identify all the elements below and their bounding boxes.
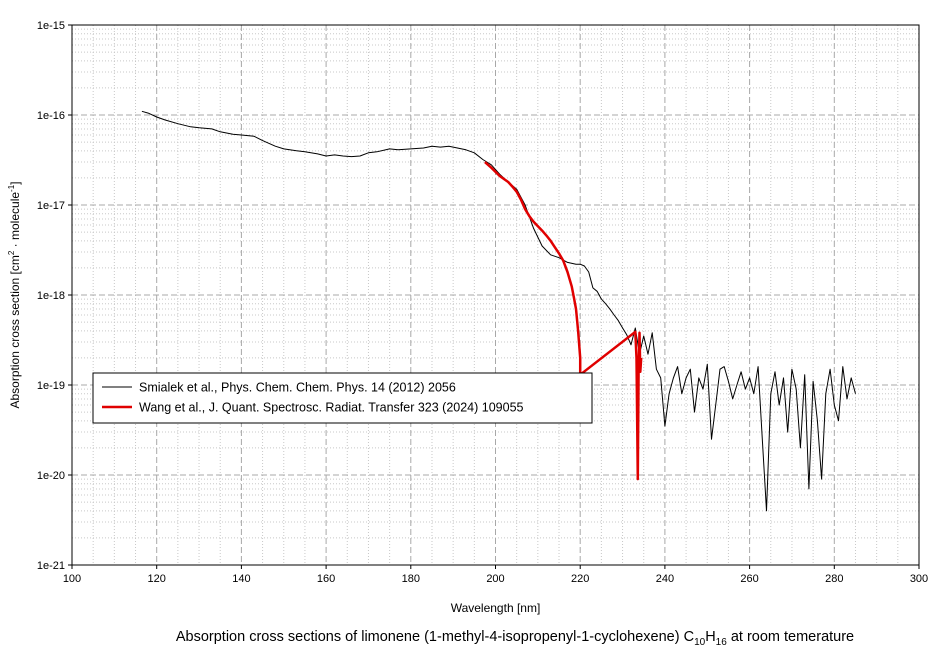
caption-sub2: 16 (715, 636, 727, 648)
y-tick-label: 1e-16 (37, 110, 65, 122)
y-axis-title: Absorption cross section [cm2 · molecule… (7, 181, 22, 408)
legend: Smialek et al., Phys. Chem. Chem. Phys. … (92, 372, 593, 424)
legend-label-smialek: Smialek et al., Phys. Chem. Chem. Phys. … (139, 381, 456, 395)
x-tick-label: 260 (740, 573, 758, 585)
caption-prefix: Absorption cross sections of limonene (1… (175, 629, 695, 645)
y-tick-label: 1e-21 (37, 560, 65, 572)
legend-box (92, 372, 593, 424)
axis-ticks (68, 24, 920, 569)
caption-h: H (705, 629, 716, 645)
y-tick-labels: 1e-15 1e-16 1e-17 1e-18 1e-19 1e-20 1e-21 (37, 20, 65, 572)
figure-caption: Absorption cross sections of limonene (1… (0, 629, 944, 648)
x-tick-label: 280 (825, 573, 843, 585)
x-tick-label: 200 (486, 573, 504, 585)
x-tick-label: 180 (402, 573, 420, 585)
x-axis-title: Wavelength [nm] (451, 601, 541, 615)
x-tick-label: 120 (148, 573, 166, 585)
y-tick-label: 1e-15 (37, 20, 65, 32)
grid (72, 25, 919, 565)
x-tick-label: 140 (232, 573, 250, 585)
y-tick-label: 1e-18 (37, 290, 65, 302)
legend-label-wang: Wang et al., J. Quant. Spectrosc. Radiat… (139, 401, 524, 415)
x-tick-labels: 100 120 140 160 180 200 220 240 260 280 300 (63, 573, 928, 585)
x-tick-label: 100 (63, 573, 81, 585)
caption-sub1: 10 (694, 636, 706, 648)
series-line-wang (484, 161, 643, 481)
y-tick-label: 1e-19 (37, 380, 65, 392)
series-line-smialek (141, 110, 856, 512)
y-axis-title-mid: · molecule (8, 192, 22, 251)
x-tick-label: 160 (317, 573, 335, 585)
y-tick-label: 1e-17 (37, 200, 65, 212)
y-axis-title-main: Absorption cross section [cm (8, 255, 22, 408)
y-axis-title-end: ] (8, 181, 22, 184)
x-tick-label: 240 (656, 573, 674, 585)
x-tick-label: 220 (571, 573, 589, 585)
x-tick-label: 300 (910, 573, 928, 585)
caption-suffix: at room temerature (726, 629, 855, 645)
y-axis-title-sup1: 2 (7, 250, 16, 255)
series-layer (141, 110, 856, 512)
y-tick-label: 1e-20 (37, 470, 65, 482)
y-axis-title-sup2: -1 (7, 184, 16, 192)
